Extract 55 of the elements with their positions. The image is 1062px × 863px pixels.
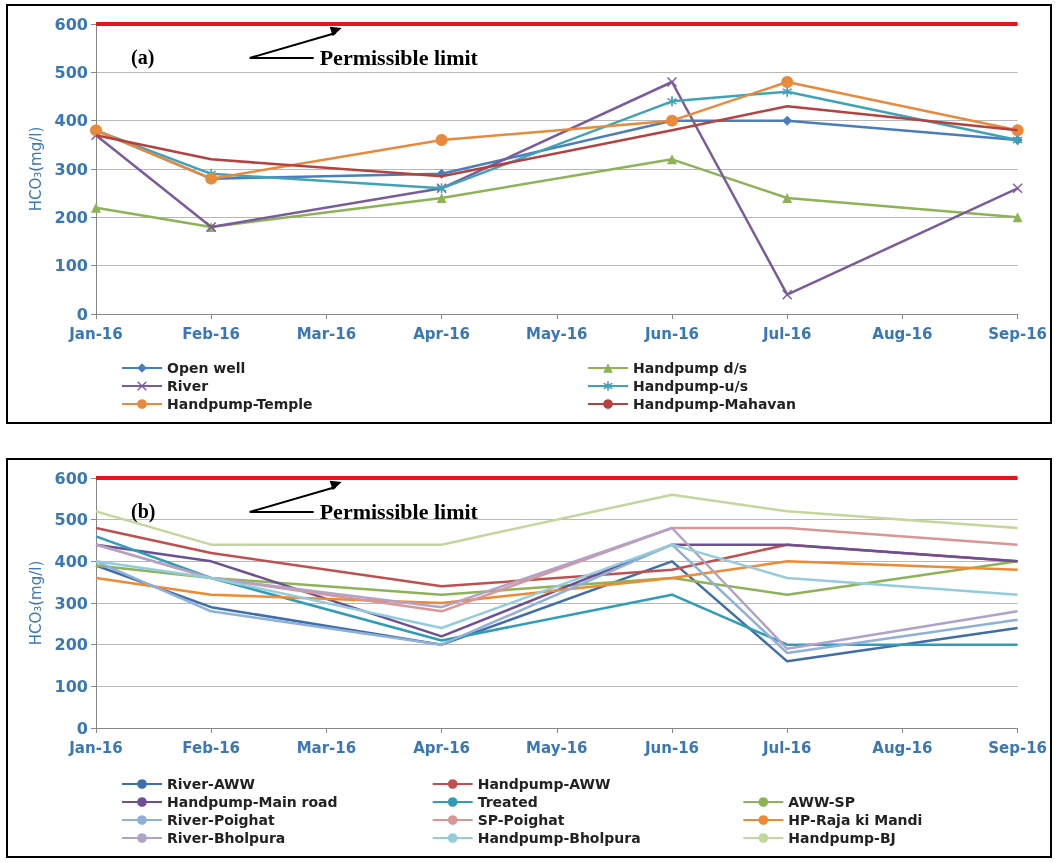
legend-label: Handpump-Mahavan bbox=[633, 396, 796, 412]
x-tick-label: Jun-16 bbox=[643, 324, 700, 343]
x-tick-label: Apr-16 bbox=[413, 324, 471, 343]
y-tick-label: 300 bbox=[54, 159, 88, 179]
legend-label: Handpump-AWW bbox=[477, 776, 611, 792]
legend-label: HP-Raja ki Mandi bbox=[788, 812, 923, 828]
legend-label: Handpump d/s bbox=[633, 360, 748, 376]
x-tick-label: May-16 bbox=[526, 324, 588, 343]
legend-label: AWW-SP bbox=[788, 794, 855, 810]
y-tick-label: 500 bbox=[54, 62, 88, 82]
y-tick-label: 600 bbox=[54, 14, 88, 34]
x-tick-label: Sep-16 bbox=[988, 324, 1048, 343]
x-tick-label: Mar-16 bbox=[296, 738, 357, 757]
y-tick-label: 600 bbox=[54, 468, 88, 488]
legend-label: Handpump-Main road bbox=[167, 794, 338, 810]
legend-label: River bbox=[167, 378, 209, 394]
y-tick-label: 200 bbox=[54, 635, 88, 655]
legend-label: SP-Poighat bbox=[477, 812, 565, 828]
legend-label: River-Poighat bbox=[167, 812, 276, 828]
text: (b) bbox=[131, 500, 156, 523]
legend-label: Treated bbox=[477, 794, 538, 810]
x-tick-label: Apr-16 bbox=[413, 738, 471, 757]
x-tick-label: Aug-16 bbox=[872, 324, 933, 343]
legend-label: Handpump-u/s bbox=[633, 378, 748, 394]
y-tick-label: 400 bbox=[54, 111, 88, 131]
legend-label: River-Bholpura bbox=[167, 830, 286, 846]
x-tick-label: Jan-16 bbox=[68, 738, 123, 757]
y-axis-title: HCO₃(mg/l) bbox=[27, 560, 46, 646]
x-tick-label: Sep-16 bbox=[988, 738, 1048, 757]
legend-label: River-AWW bbox=[167, 776, 256, 792]
legend-label: Handpump-Temple bbox=[167, 396, 313, 412]
x-tick-label: Jul-16 bbox=[761, 324, 812, 343]
legend-label: Open well bbox=[167, 360, 246, 376]
ref-line-label: Permissible limit bbox=[319, 44, 479, 70]
ref-line-label: Permissible limit bbox=[319, 498, 479, 524]
y-tick-label: 500 bbox=[54, 510, 88, 530]
y-tick-label: 0 bbox=[76, 304, 88, 324]
x-tick-label: Jul-16 bbox=[761, 738, 812, 757]
x-tick-label: Feb-16 bbox=[182, 738, 241, 757]
x-tick-label: Aug-16 bbox=[872, 738, 933, 757]
x-tick-label: Mar-16 bbox=[296, 324, 357, 343]
y-tick-label: 100 bbox=[54, 256, 88, 276]
text: (a) bbox=[131, 46, 155, 69]
x-tick-label: Feb-16 bbox=[182, 324, 241, 343]
legend-label: Handpump-BJ bbox=[788, 830, 896, 846]
y-tick-label: 300 bbox=[54, 593, 88, 613]
y-axis-title: HCO₃(mg/l) bbox=[27, 126, 46, 212]
x-tick-label: Jan-16 bbox=[68, 324, 123, 343]
y-tick-label: 100 bbox=[54, 676, 88, 696]
legend-label: Handpump-Bholpura bbox=[477, 830, 641, 846]
y-tick-label: 200 bbox=[54, 207, 88, 227]
y-tick-label: 0 bbox=[76, 718, 88, 738]
x-tick-label: Jun-16 bbox=[643, 738, 700, 757]
x-tick-label: May-16 bbox=[526, 738, 588, 757]
y-tick-label: 400 bbox=[54, 551, 88, 571]
